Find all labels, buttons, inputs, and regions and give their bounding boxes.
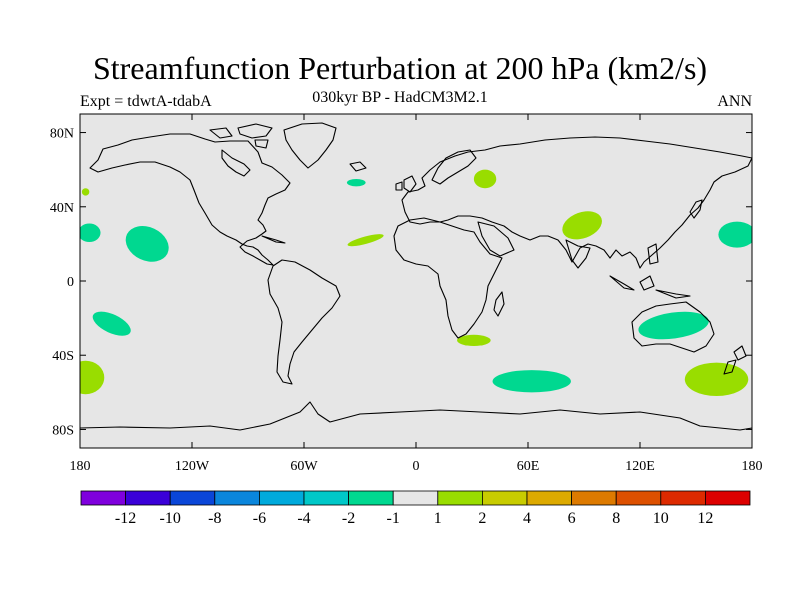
colorbar-swatch	[258, 490, 305, 506]
anomaly-region	[684, 362, 749, 397]
map-background	[80, 114, 752, 448]
coastline-africa	[393, 217, 503, 339]
colorbar-label: 2	[478, 510, 486, 527]
coastline-japan	[689, 199, 703, 219]
colorbar-swatch	[80, 490, 126, 506]
lon-tick-label: 180	[742, 459, 763, 474]
lon-tick-label: 0	[413, 459, 420, 474]
lat-tick-label: 80N	[50, 127, 74, 142]
anomaly-region	[473, 169, 497, 189]
coastline-scandinavia	[431, 149, 477, 185]
coastline-australia	[631, 301, 715, 353]
coastline-south-america	[267, 259, 341, 385]
coastline-british-isles	[395, 175, 417, 193]
colorbar-swatch	[705, 490, 751, 506]
colorbar-label: -4	[297, 510, 310, 527]
colorbar-label: -6	[253, 510, 266, 527]
lon-tick-label: 180	[70, 459, 91, 474]
colorbar-swatch	[169, 490, 216, 506]
coastline-india	[565, 239, 591, 269]
anomaly-region	[346, 178, 366, 187]
coastline-hudson-bay	[221, 149, 251, 177]
coastline-iceland	[349, 161, 367, 172]
coastline-antarctica	[80, 401, 752, 431]
colorbar-label: 10	[653, 510, 669, 527]
lon-tick-label: 120W	[175, 459, 210, 474]
map-title: Streamfunction Perturbation at 200 hPa (…	[92, 50, 708, 86]
colorbar-label: 8	[612, 510, 620, 527]
anomaly-region	[718, 221, 752, 248]
anomaly-region	[80, 360, 105, 395]
colorbar-label: 1	[434, 510, 442, 527]
colorbar-swatch	[303, 490, 349, 506]
colorbar-swatch	[481, 490, 528, 506]
colorbar-label: -1	[387, 510, 400, 527]
colorbar-label: 6	[568, 510, 576, 527]
experiment-label: Expt = tdwtA-tdabA	[80, 93, 212, 110]
colorbar-swatch	[526, 490, 572, 506]
lat-tick-label: 80S	[52, 423, 74, 438]
coastlines	[80, 122, 752, 431]
colorbar-label: 4	[523, 510, 531, 527]
lon-tick-label: 60W	[290, 459, 318, 474]
map-subtitle: 030kyr BP - HadCM3M2.1	[312, 89, 488, 106]
coastline-new-zealand	[723, 345, 747, 375]
colorbar-label: -10	[160, 510, 181, 527]
anomaly-region	[81, 188, 90, 196]
anomaly-regions	[80, 169, 752, 397]
colorbar-swatch	[214, 490, 260, 506]
lon-tick-label: 120E	[625, 459, 655, 474]
lat-tick-label: 0	[67, 275, 74, 290]
coastline-madagascar	[493, 291, 505, 317]
lon-tick-label: 60E	[517, 459, 540, 474]
anomaly-region	[125, 226, 169, 262]
coastline-arabia	[477, 221, 515, 257]
anomaly-region	[80, 223, 101, 243]
colorbar-label: -8	[208, 510, 221, 527]
colorbar-swatch	[571, 490, 617, 506]
colorbar: -12 -10 -8 -6 -4 -2 -1 1 2 4 6 8 10 12	[80, 490, 751, 527]
colorbar-swatch	[348, 490, 394, 506]
colorbar-swatch	[125, 490, 171, 506]
season-label: ANN	[717, 93, 752, 110]
coastline-indonesia	[609, 243, 691, 299]
colorbar-swatch	[615, 490, 662, 506]
anomaly-region	[457, 334, 491, 346]
coastline-arctic-islands	[209, 123, 273, 149]
lat-tick-label: 40N	[50, 201, 74, 216]
colorbar-label: -2	[342, 510, 355, 527]
anomaly-region	[638, 311, 709, 340]
colorbar-swatch	[437, 490, 483, 506]
coastline-greenland	[283, 122, 337, 169]
axis-ticks: 80N 40N 0 40S 80S 180 120W 60W 0 60E 120E 180	[50, 114, 763, 474]
anomaly-region	[562, 211, 602, 240]
coastline-north-america	[89, 133, 291, 266]
colorbar-label: -12	[115, 510, 136, 527]
anomaly-region	[347, 234, 384, 247]
anomaly-region	[492, 370, 571, 393]
coastline-caribbean	[261, 235, 286, 244]
colorbar-swatch	[660, 490, 706, 506]
anomaly-region	[92, 311, 131, 336]
coastline-eurasia	[401, 136, 752, 269]
colorbar-swatch	[392, 490, 439, 506]
colorbar-label: 12	[697, 510, 713, 527]
lat-tick-label: 40S	[52, 349, 74, 364]
